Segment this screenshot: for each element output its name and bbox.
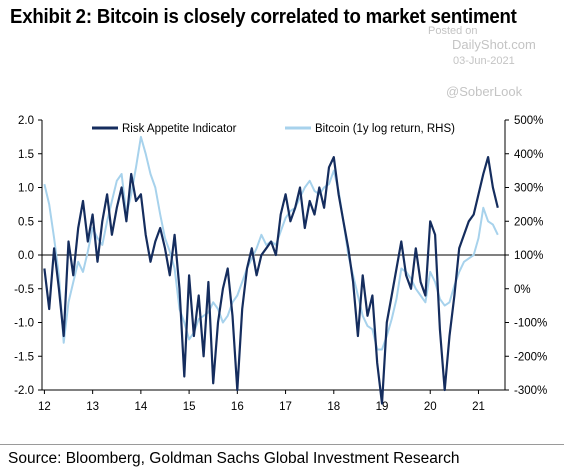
left-tick-label: -1.5	[14, 351, 34, 363]
source-note: Source: Bloomberg, Goldman Sachs Global …	[8, 450, 460, 467]
right-tick-label: 400%	[514, 149, 543, 161]
x-tick-label: 14	[134, 401, 147, 413]
left-tick-label: 0.0	[18, 250, 34, 262]
left-tick-label: 1.5	[18, 149, 34, 161]
x-axis-ticks: 12 13 14 15 16 17 18 19 20 21	[38, 390, 485, 413]
left-tick-label: -1.0	[14, 318, 34, 330]
chart-title: Exhibit 2: Bitcoin is closely correlated…	[10, 6, 517, 28]
left-tick-label: 0.5	[18, 216, 34, 228]
right-tick-label: -300%	[514, 385, 547, 397]
left-axis-ticks: 2.0 1.5 1.0 0.5 0.0 -0.5 -1.0 -1.5 -2.0	[14, 115, 42, 397]
watermark-date: 03-Jun-2021	[453, 55, 515, 67]
x-tick-label: 17	[279, 401, 292, 413]
x-tick-label: 18	[327, 401, 340, 413]
watermark-posted-on: Posted on	[428, 25, 478, 37]
x-tick-label: 21	[472, 401, 485, 413]
x-tick-label: 12	[38, 401, 51, 413]
right-tick-label: -200%	[514, 351, 547, 363]
right-tick-label: 100%	[514, 250, 543, 262]
left-tick-label: -2.0	[14, 385, 34, 397]
right-tick-label: -100%	[514, 318, 547, 330]
right-axis-ticks: 500% 400% 300% 200% 100% 0% -100% -200% -300%	[505, 115, 547, 397]
x-tick-label: 19	[376, 401, 389, 413]
right-tick-label: 200%	[514, 216, 543, 228]
legend: Risk Appetite Indicator Bitcoin (1y log r…	[92, 123, 455, 135]
left-tick-label: -0.5	[14, 284, 34, 296]
right-tick-label: 300%	[514, 183, 543, 195]
x-tick-label: 20	[424, 401, 437, 413]
legend-label-bitcoin: Bitcoin (1y log return, RHS)	[315, 123, 455, 135]
right-tick-label: 0%	[514, 284, 531, 296]
left-tick-label: 2.0	[18, 115, 34, 127]
x-tick-label: 13	[86, 401, 99, 413]
watermark-site: DailyShot.com	[452, 37, 536, 52]
watermark-handle: @SoberLook	[446, 84, 523, 99]
source-divider	[0, 444, 564, 445]
x-tick-label: 16	[231, 401, 244, 413]
x-tick-label: 15	[183, 401, 196, 413]
right-tick-label: 500%	[514, 115, 543, 127]
series-line-risk-appetite	[43, 156, 499, 405]
left-tick-label: 1.0	[18, 183, 34, 195]
legend-label-risk-appetite: Risk Appetite Indicator	[122, 123, 237, 135]
